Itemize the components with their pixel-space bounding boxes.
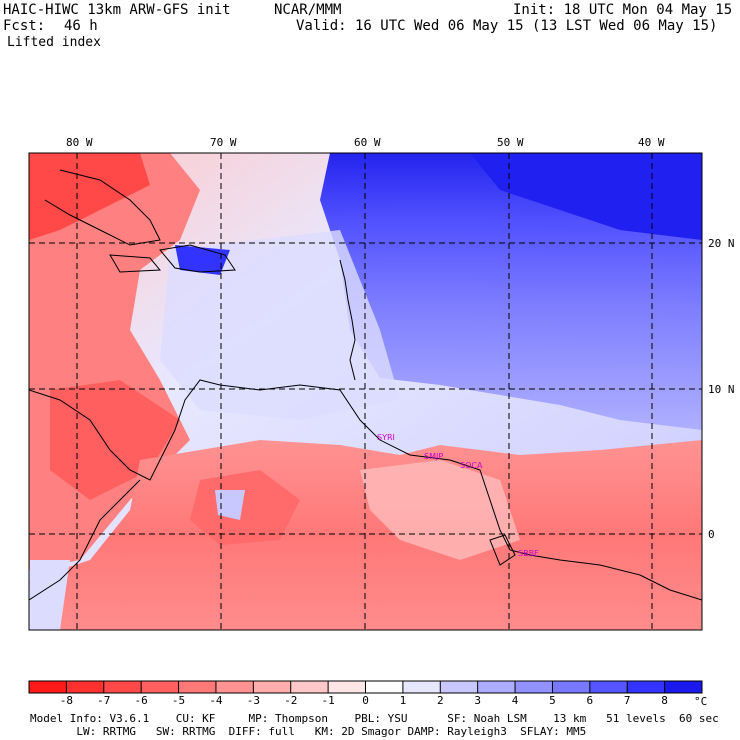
coastlines xyxy=(29,169,702,601)
lat-label-0: 0 xyxy=(708,528,715,541)
station-smjp: SMJP xyxy=(424,452,443,461)
colorbar-label: 7 xyxy=(624,694,631,707)
colorbar-label: 5 xyxy=(549,694,556,707)
colorbar-swatch xyxy=(627,681,666,693)
colorbar-swatch xyxy=(552,681,591,693)
lon-label-60w: 60 W xyxy=(354,136,381,149)
center-name: NCAR/MMM xyxy=(274,2,342,18)
forecast-hour: 46 h xyxy=(64,18,98,34)
field-name: Lifted index xyxy=(7,35,101,50)
colorbar-label: -6 xyxy=(135,694,148,707)
colorbar-label: 2 xyxy=(437,694,444,707)
station-sbbe: SBBE xyxy=(518,549,539,558)
colorbar-swatch xyxy=(290,681,329,693)
colorbar-label: 4 xyxy=(512,694,519,707)
colorbar-label: -2 xyxy=(284,694,297,707)
colorbar-label: -4 xyxy=(209,694,223,707)
colorbar-swatch xyxy=(103,681,142,693)
colorbar-label: -5 xyxy=(172,694,185,707)
init-time: Init: 18 UTC Mon 04 May 15 xyxy=(513,2,733,18)
colorbar-swatch xyxy=(664,681,703,693)
colorbar-swatch xyxy=(477,681,516,693)
colorbar: -8 -7 -6 -5 -4 -3 -2 -1 0 1 2 3 4 5 6 7 8 xyxy=(28,680,703,707)
colorbar-label: 6 xyxy=(587,694,594,707)
colorbar-unit: °C xyxy=(694,695,707,708)
colorbar-label: -7 xyxy=(97,694,110,707)
colorbar-swatch xyxy=(402,681,441,693)
colorbar-swatch xyxy=(440,681,479,693)
lon-label-50w: 50 W xyxy=(497,136,524,149)
forecast-label: Fcst: xyxy=(3,18,46,34)
lat-label-20n: 20 N xyxy=(708,237,735,250)
lon-label-40w: 40 W xyxy=(638,136,665,149)
colorbar-swatch xyxy=(328,681,366,693)
lon-label-80w: 80 W xyxy=(66,136,93,149)
colorbar-swatch xyxy=(141,681,180,693)
lat-label-10n: 10 N xyxy=(708,383,735,396)
colorbar-label: 8 xyxy=(661,694,668,707)
graticule xyxy=(29,153,702,630)
colorbar-label: 1 xyxy=(400,694,407,707)
colorbar-label: -3 xyxy=(247,694,260,707)
model-info-line1: Model Info: V3.6.1 CU: KF MP: Thompson P… xyxy=(30,712,719,725)
station-syri: SYRI xyxy=(377,433,395,442)
colorbar-label: 0 xyxy=(362,694,369,707)
colorbar-swatch xyxy=(29,681,67,693)
model-title: HAIC-HIWC 13km ARW-GFS init xyxy=(3,2,231,18)
colorbar-swatch xyxy=(365,681,404,693)
colorbar-label: -8 xyxy=(60,694,73,707)
station-soca: SOCA xyxy=(460,461,483,470)
colorbar-swatch xyxy=(515,681,553,693)
colorbar-label: -1 xyxy=(321,694,334,707)
colorbar-swatch xyxy=(589,681,628,693)
valid-time: Valid: 16 UTC Wed 06 May 15 (13 LST Wed … xyxy=(296,18,718,34)
colorbar-swatch xyxy=(178,681,217,693)
map-frame xyxy=(28,152,703,631)
colorbar-swatch xyxy=(215,681,254,693)
colorbar-swatch xyxy=(253,681,292,693)
colorbar-swatch xyxy=(66,681,105,693)
colorbar-label: 3 xyxy=(474,694,481,707)
lon-label-70w: 70 W xyxy=(210,136,237,149)
model-info-line2: LW: RRTMG SW: RRTMG DIFF: full KM: 2D Sm… xyxy=(30,725,587,738)
